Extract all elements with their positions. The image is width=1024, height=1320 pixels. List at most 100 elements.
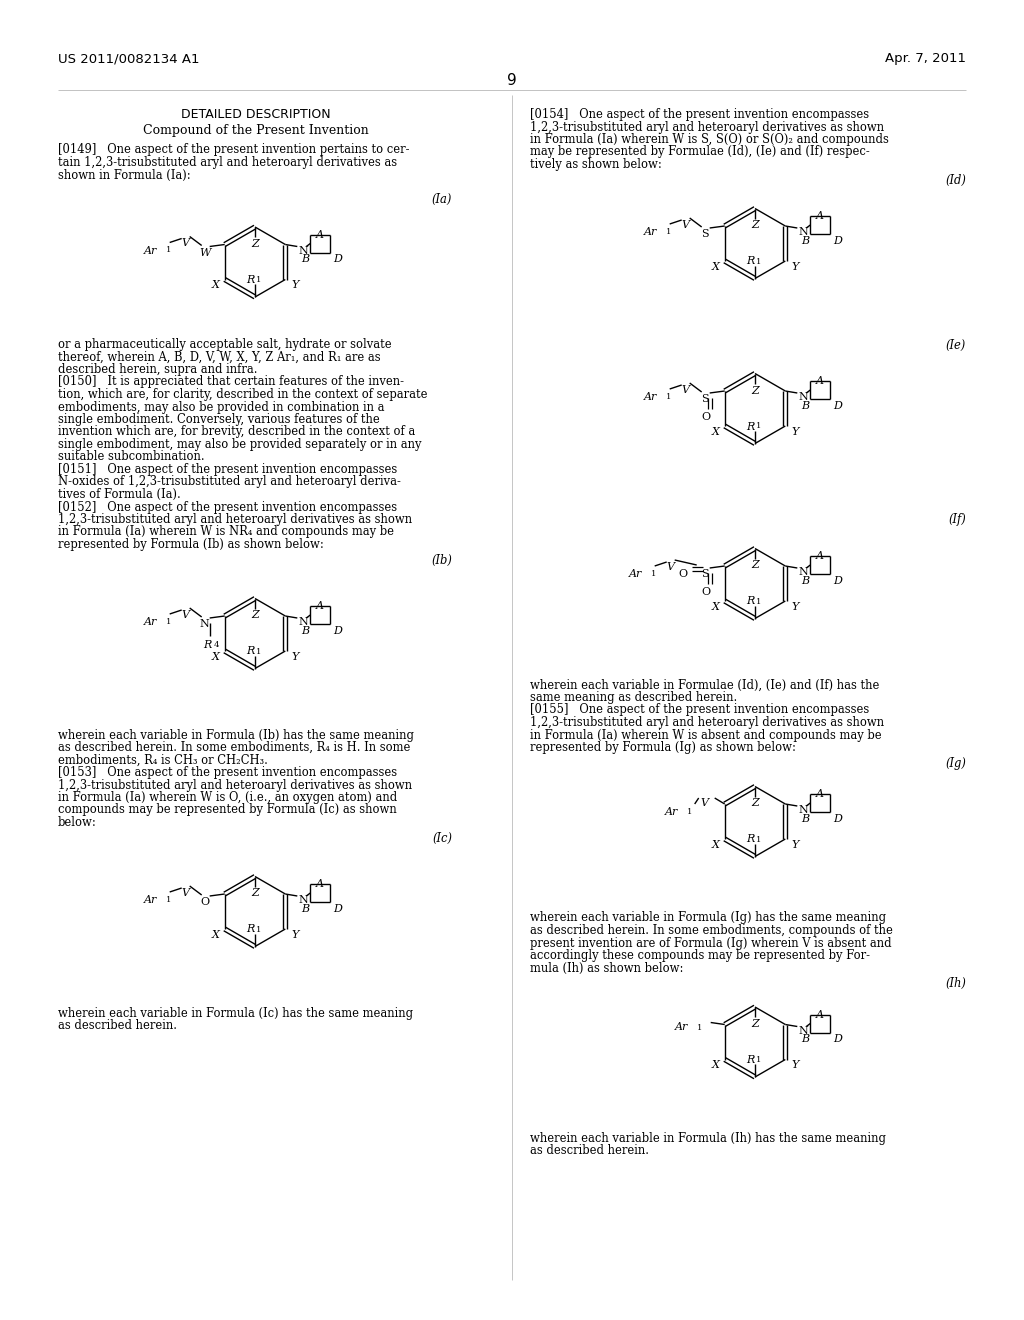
Text: below:: below: bbox=[58, 816, 96, 829]
Text: (Ib): (Ib) bbox=[431, 553, 452, 566]
Text: Y: Y bbox=[291, 652, 299, 663]
Text: X: X bbox=[712, 426, 720, 437]
Text: X: X bbox=[712, 1060, 720, 1071]
Text: N: N bbox=[298, 616, 308, 627]
Text: single embodiment, may also be provided separately or in any: single embodiment, may also be provided … bbox=[58, 438, 422, 451]
Text: 1: 1 bbox=[666, 393, 671, 401]
Text: represented by Formula (Ig) as shown below:: represented by Formula (Ig) as shown bel… bbox=[530, 741, 796, 754]
Text: X: X bbox=[212, 281, 219, 290]
Text: B: B bbox=[301, 904, 309, 913]
Text: D: D bbox=[333, 904, 342, 913]
Text: as described herein. In some embodiments, R₄ is H. In some: as described herein. In some embodiments… bbox=[58, 741, 411, 754]
Text: 1: 1 bbox=[166, 896, 171, 904]
Text: as described herein.: as described herein. bbox=[58, 1019, 177, 1032]
Text: A: A bbox=[816, 1010, 824, 1019]
Text: S: S bbox=[700, 393, 709, 404]
Text: accordingly these compounds may be represented by For-: accordingly these compounds may be repre… bbox=[530, 949, 870, 962]
Text: in Formula (Ia) wherein W is absent and compounds may be: in Formula (Ia) wherein W is absent and … bbox=[530, 729, 882, 742]
Text: Z: Z bbox=[752, 220, 759, 231]
Text: B: B bbox=[301, 626, 309, 636]
Text: tives of Formula (Ia).: tives of Formula (Ia). bbox=[58, 488, 181, 502]
Text: A: A bbox=[316, 230, 325, 239]
Text: D: D bbox=[333, 255, 342, 264]
Text: same meaning as described herein.: same meaning as described herein. bbox=[530, 690, 737, 704]
Text: V: V bbox=[667, 562, 675, 572]
Text: thereof, wherein A, B, D, V, W, X, Y, Z Ar₁, and R₁ are as: thereof, wherein A, B, D, V, W, X, Y, Z … bbox=[58, 351, 381, 363]
Text: invention which are, for brevity, described in the context of a: invention which are, for brevity, descri… bbox=[58, 425, 416, 438]
Text: D: D bbox=[333, 626, 342, 636]
Text: embodiments, may also be provided in combination in a: embodiments, may also be provided in com… bbox=[58, 400, 384, 413]
Text: N-oxides of 1,2,3-trisubstituted aryl and heteroaryl deriva-: N-oxides of 1,2,3-trisubstituted aryl an… bbox=[58, 475, 400, 488]
Text: N: N bbox=[799, 805, 808, 814]
Text: 1: 1 bbox=[756, 257, 762, 265]
Text: 1: 1 bbox=[666, 228, 671, 236]
Text: wherein each variable in Formula (Ib) has the same meaning: wherein each variable in Formula (Ib) ha… bbox=[58, 729, 414, 742]
Text: wherein each variable in Formula (Ic) has the same meaning: wherein each variable in Formula (Ic) ha… bbox=[58, 1006, 413, 1019]
Text: B: B bbox=[801, 236, 809, 246]
Text: suitable subcombination.: suitable subcombination. bbox=[58, 450, 205, 463]
Text: single embodiment. Conversely, various features of the: single embodiment. Conversely, various f… bbox=[58, 413, 380, 426]
Text: B: B bbox=[801, 401, 809, 411]
Text: N: N bbox=[298, 895, 308, 906]
Text: wherein each variable in Formula (Ig) has the same meaning: wherein each variable in Formula (Ig) ha… bbox=[530, 912, 886, 924]
Text: (Ia): (Ia) bbox=[432, 193, 452, 206]
Text: A: A bbox=[816, 211, 824, 220]
Text: (Ic): (Ic) bbox=[432, 832, 452, 845]
Text: Y: Y bbox=[792, 426, 799, 437]
Text: DETAILED DESCRIPTION: DETAILED DESCRIPTION bbox=[181, 108, 331, 121]
Text: Ar: Ar bbox=[144, 895, 158, 906]
Text: 1: 1 bbox=[166, 618, 171, 626]
Text: (Ig): (Ig) bbox=[945, 756, 966, 770]
Text: in Formula (Ia) wherein W is S, S(O) or S(O)₂ and compounds: in Formula (Ia) wherein W is S, S(O) or … bbox=[530, 133, 889, 147]
Text: [0151]   One aspect of the present invention encompasses: [0151] One aspect of the present inventi… bbox=[58, 463, 397, 477]
Text: as described herein. In some embodiments, compounds of the: as described herein. In some embodiments… bbox=[530, 924, 893, 937]
Text: Ar: Ar bbox=[630, 569, 643, 579]
Text: [0149]   One aspect of the present invention pertains to cer-: [0149] One aspect of the present inventi… bbox=[58, 143, 410, 156]
Text: B: B bbox=[301, 255, 309, 264]
Text: Z: Z bbox=[752, 1019, 759, 1030]
Text: 1,2,3-trisubstituted aryl and heteroaryl derivatives as shown: 1,2,3-trisubstituted aryl and heteroaryl… bbox=[58, 513, 412, 525]
Text: shown in Formula (Ia):: shown in Formula (Ia): bbox=[58, 169, 190, 182]
Text: mula (Ih) as shown below:: mula (Ih) as shown below: bbox=[530, 961, 683, 974]
Text: A: A bbox=[316, 879, 325, 888]
Text: D: D bbox=[834, 576, 842, 586]
Text: tion, which are, for clarity, described in the context of separate: tion, which are, for clarity, described … bbox=[58, 388, 427, 401]
Text: B: B bbox=[801, 814, 809, 824]
Text: W: W bbox=[199, 248, 210, 257]
Text: 1: 1 bbox=[256, 276, 261, 284]
Text: Z: Z bbox=[752, 561, 759, 570]
Text: [0154]   One aspect of the present invention encompasses: [0154] One aspect of the present inventi… bbox=[530, 108, 869, 121]
Text: R: R bbox=[246, 275, 254, 285]
Text: N: N bbox=[799, 392, 808, 403]
Text: N: N bbox=[200, 619, 210, 630]
Text: O: O bbox=[701, 412, 711, 422]
Text: [0152]   One aspect of the present invention encompasses: [0152] One aspect of the present inventi… bbox=[58, 500, 397, 513]
Text: D: D bbox=[834, 401, 842, 411]
Text: 1: 1 bbox=[756, 422, 762, 430]
Text: R: R bbox=[246, 924, 254, 935]
Text: A: A bbox=[816, 550, 824, 561]
Text: S: S bbox=[700, 228, 709, 239]
Text: 1,2,3-trisubstituted aryl and heteroaryl derivatives as shown: 1,2,3-trisubstituted aryl and heteroaryl… bbox=[530, 120, 884, 133]
Text: 9: 9 bbox=[507, 73, 517, 88]
Text: Z: Z bbox=[752, 799, 759, 808]
Text: 1: 1 bbox=[256, 925, 261, 933]
Text: Z: Z bbox=[251, 610, 259, 620]
Text: Z: Z bbox=[251, 239, 259, 249]
Text: A: A bbox=[316, 601, 325, 611]
Text: O: O bbox=[200, 898, 209, 907]
Text: R: R bbox=[246, 647, 254, 656]
Text: R: R bbox=[745, 256, 755, 267]
Text: Ar: Ar bbox=[644, 227, 657, 238]
Text: Y: Y bbox=[792, 602, 799, 612]
Text: 4: 4 bbox=[214, 642, 219, 649]
Text: 1: 1 bbox=[650, 570, 656, 578]
Text: D: D bbox=[834, 1035, 842, 1044]
Text: Compound of the Present Invention: Compound of the Present Invention bbox=[143, 124, 369, 137]
Text: X: X bbox=[212, 652, 219, 663]
Text: or a pharmaceutically acceptable salt, hydrate or solvate: or a pharmaceutically acceptable salt, h… bbox=[58, 338, 391, 351]
Text: Y: Y bbox=[291, 281, 299, 290]
Text: X: X bbox=[712, 602, 720, 612]
Text: N: N bbox=[298, 246, 308, 256]
Text: Ar: Ar bbox=[666, 807, 679, 817]
